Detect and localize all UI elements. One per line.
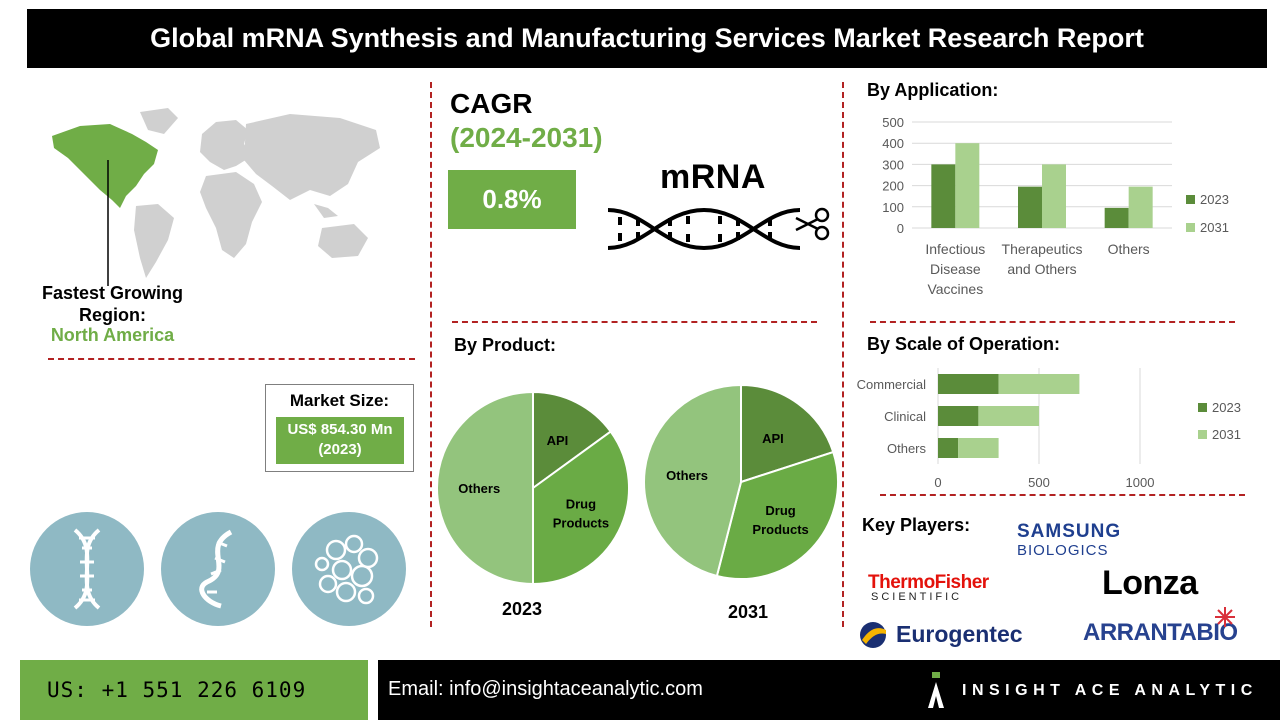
divider-vertical-right: [842, 82, 844, 627]
x-category-label: Disease: [930, 261, 981, 277]
legend-label-2031: 2031: [1200, 220, 1229, 235]
pie-label-others: Others: [666, 468, 708, 483]
mrna-label: mRNA: [660, 158, 766, 196]
eurogentec-mark-icon: [860, 622, 886, 648]
bar-2023-2: [1104, 207, 1129, 228]
rna-strand-icon: [161, 512, 275, 626]
bar-2031-others: [958, 438, 999, 458]
footer-email-bar: Email: info@insightaceanalytic.com INSIG…: [378, 660, 1280, 720]
fastest-growing-region: North America: [50, 325, 175, 345]
x-category-label: Vaccines: [927, 281, 983, 297]
divider-vertical-left: [430, 82, 432, 627]
key-players-title: Key Players:: [862, 515, 971, 535]
x-category-label: and Others: [1007, 261, 1076, 277]
legend-swatch-2023: [1186, 195, 1195, 204]
thermofisher-logo: ThermoFisher: [868, 572, 989, 593]
y-category-label: Clinical: [884, 409, 926, 424]
arrantabio-logo: ARRANTABIO: [1083, 619, 1238, 646]
y-category-label: Commercial: [857, 377, 926, 392]
pie-label-api: API: [547, 433, 569, 448]
cagr-title: CAGR: [450, 88, 533, 119]
y-tick-label: 300: [882, 157, 904, 172]
product-pie-2031: API Drug Products Others: [643, 384, 839, 580]
world-map-icon: [52, 108, 380, 286]
y-tick-label: 400: [882, 136, 904, 151]
application-section-title: By Application:: [867, 80, 999, 100]
legend-label-2023: 2023: [1200, 192, 1229, 207]
divider-right-top: [870, 321, 1235, 323]
email-link[interactable]: Email: info@insightaceanalytic.com: [388, 678, 703, 700]
thermofisher-logo-sub: SCIENTIFIC: [871, 591, 963, 603]
samsung-logo: SAMSUNG: [1017, 521, 1122, 542]
legend-swatch-2023: [1198, 403, 1207, 412]
legend-swatch-2031: [1186, 223, 1195, 232]
scissors-icon: [795, 207, 830, 241]
x-category-label: Infectious: [925, 241, 985, 257]
eurogentec-logo: Eurogentec: [896, 621, 1023, 647]
x-category-label: Therapeutics: [1002, 241, 1083, 257]
bar-2031-2: [1128, 186, 1153, 228]
y-category-label: Others: [887, 441, 927, 456]
bar-2023-0: [931, 164, 956, 228]
samsung-logo-sub: BIOLOGICS: [1017, 542, 1109, 559]
pie-label-drug-products: Drug Products: [553, 496, 609, 530]
footer-phone-bar: US: +1 551 226 6109: [20, 660, 368, 720]
y-tick-label: 100: [882, 200, 904, 215]
scale-section-title: By Scale of Operation:: [867, 334, 1061, 354]
bar-2023-1: [1018, 186, 1042, 228]
divider-right-bottom: [880, 494, 1245, 496]
y-tick-label: 200: [882, 179, 904, 194]
product-section-title: By Product:: [454, 335, 557, 355]
pie-label-others: Others: [458, 481, 500, 496]
bar-2031-0: [955, 143, 980, 228]
bar-2023-commercial: [938, 374, 999, 394]
x-tick-label: 1000: [1126, 475, 1155, 490]
brand-name: INSIGHT ACE ANALYTIC: [962, 682, 1258, 699]
dna-icon: [607, 207, 801, 251]
market-size-value: US$ 854.30 Mn (2023): [276, 417, 404, 464]
pie-slice-drug-products: [532, 430, 630, 585]
legend-label-2031: 2031: [1212, 427, 1241, 442]
bar-2031-1: [1042, 164, 1066, 228]
protein-icon: [292, 512, 406, 626]
pie-slice-others: [643, 384, 742, 578]
double-helix-icon: [30, 512, 144, 626]
product-pie-2023: API Drug Products Others: [436, 391, 630, 585]
cagr-period: (2024-2031): [450, 122, 603, 153]
x-tick-label: 0: [934, 475, 941, 490]
divider-left: [48, 358, 415, 360]
pie-2023-year: 2023: [502, 599, 543, 619]
pie-slice-api: [532, 391, 613, 490]
bar-2031-clinical: [978, 406, 1039, 426]
legend-swatch-2031: [1198, 430, 1207, 439]
divider-center: [452, 321, 817, 323]
fastest-growing-title: Fastest Growing Region:: [41, 283, 184, 325]
bar-2023-others: [938, 438, 959, 458]
bar-2031-commercial: [998, 374, 1080, 394]
arrantabio-star-icon: [1215, 607, 1235, 627]
pie-label-api: API: [762, 431, 784, 446]
market-size-box: Market Size: US$ 854.30 Mn (2023): [265, 384, 414, 472]
x-category-label: Others: [1108, 241, 1150, 257]
cagr-value: 0.8%: [448, 170, 576, 229]
y-tick-label: 0: [897, 221, 904, 236]
bar-2023-clinical: [938, 406, 979, 426]
y-tick-label: 500: [882, 115, 904, 130]
pie-slice-drug-products: [715, 450, 839, 580]
phone-number[interactable]: US: +1 551 226 6109: [47, 678, 307, 702]
brand-logo-icon: [928, 672, 944, 708]
pie-label-drug-products: Drug Products: [752, 503, 808, 537]
x-tick-label: 500: [1028, 475, 1050, 490]
lonza-logo: Lonza: [1102, 564, 1198, 602]
application-bar-chart: 0 100 200 300 400 500 Infectious Disease Vaccine…: [882, 115, 1229, 297]
market-size-title: Market Size:: [289, 391, 390, 410]
scale-bar-chart: 0 500 1000 Commercial Clinical Others 2023 2031: [857, 368, 1241, 490]
pie-slice-others: [436, 391, 534, 585]
pie-2031-year: 2031: [728, 602, 769, 622]
pie-slice-api: [740, 384, 835, 484]
legend-label-2023: 2023: [1212, 400, 1241, 415]
report-title: Global mRNA Synthesis and Manufacturing …: [27, 9, 1267, 68]
